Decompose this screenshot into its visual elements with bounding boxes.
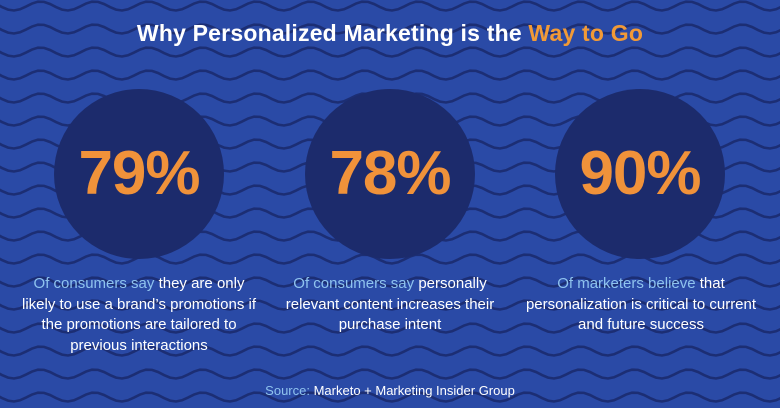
wave-line: [0, 253, 780, 265]
wave-line: [0, 391, 780, 403]
source-label: Source:: [265, 383, 310, 398]
stat-circle-3: 90%: [555, 89, 725, 259]
stat-caption-3: Of marketers believe that personalizatio…: [521, 274, 761, 336]
caption-text-3: that personalization is critical to curr…: [525, 275, 757, 333]
stat-value-3: 90%: [579, 139, 701, 208]
wave-line: [0, 322, 780, 334]
title-highlight: Way to Go: [528, 20, 644, 46]
caption-lead-3: Of marketers believe: [557, 275, 696, 292]
stat-value-2: 78%: [329, 139, 451, 208]
wave-line: [0, 276, 780, 288]
page-title: Why Personalized Marketing is the Way to…: [0, 20, 780, 47]
stat-circle-1: 79%: [54, 89, 224, 259]
wave-line: [0, 46, 780, 58]
wave-line: [0, 0, 780, 12]
source-credit: Source: Marketo + Marketing Insider Grou…: [0, 383, 780, 398]
title-text: Why Personalized Marketing is the: [136, 20, 529, 46]
wave-line: [0, 69, 780, 81]
wave-line: [0, 299, 780, 311]
caption-text-1: they are only likely to use a brand’s pr…: [21, 275, 256, 354]
stat-caption-1: Of consumers say they are only likely to…: [19, 274, 259, 356]
stat-caption-2: Of consumers say personally relevant con…: [270, 274, 510, 336]
wave-line: [0, 345, 780, 357]
stat-circle-2: 78%: [305, 89, 475, 259]
source-text: Marketo + Marketing Insider Group: [309, 383, 515, 398]
wave-line: [0, 23, 780, 35]
caption-lead-1: Of consumers say: [33, 275, 155, 292]
caption-lead-2: Of consumers say: [293, 275, 415, 292]
caption-text-2: personally relevant content increases th…: [285, 275, 495, 333]
wave-line: [0, 368, 780, 380]
stat-value-1: 79%: [78, 139, 200, 208]
